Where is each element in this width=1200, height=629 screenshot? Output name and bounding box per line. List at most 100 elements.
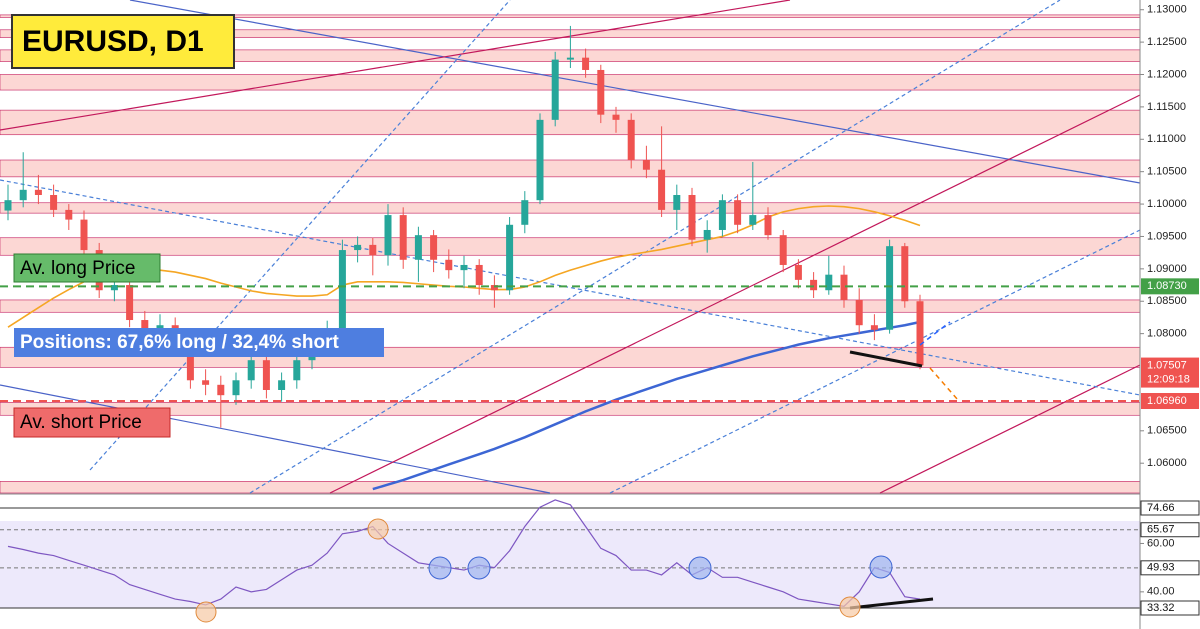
rsi-circle [839,596,861,618]
channel-line [329,94,1141,494]
candle-body [779,235,787,265]
moving-average [372,320,921,491]
candle-body [490,285,498,291]
chart-title: EURUSD, D1 [22,25,204,58]
trend-lines [0,0,1141,494]
y-tick-label: 40.00 [1147,586,1175,598]
zone [0,402,1141,416]
zone [0,481,1141,494]
annotation-box [14,328,384,357]
dashed-line [0,179,1141,396]
candle-body [247,360,255,381]
candle-body [460,264,468,271]
trend-line [0,384,551,494]
y-tick-label: 1.06500 [1147,425,1187,437]
drawings [195,321,959,623]
y-tick-label: 1.08000 [1147,328,1187,340]
candle-body [414,235,422,260]
zone [0,237,1141,256]
candle-body [612,114,620,120]
candle-body [232,380,240,396]
rsi-circle [367,518,389,540]
y-tick-label: 1.10500 [1147,166,1187,178]
candle-body [506,224,514,291]
candle-body [369,244,377,256]
level-label: 33.32 [1147,602,1175,614]
level-label: 65.67 [1147,524,1175,536]
annotation: Av. long Price [20,258,135,279]
candle-body [217,384,225,396]
candle-body [110,285,118,291]
zone [0,299,1141,313]
annotation: Positions: 67,6% long / 32,4% short [20,332,340,353]
rsi-band [0,521,1140,608]
y-tick-label: 1.06000 [1147,457,1187,469]
y-tick-label: 1.09500 [1147,230,1187,242]
candle-body [126,285,134,321]
rsi-line [7,499,921,607]
candle-body [673,194,681,210]
candle-body [627,119,635,161]
rsi-circle [195,601,217,623]
candle-body [475,264,483,286]
candle-body [354,244,362,251]
level-label-box [1140,560,1200,576]
y-tick-label: 1.11000 [1147,133,1186,145]
dashed-line [89,0,511,471]
candle-body [65,209,73,220]
candle-body [80,219,88,251]
candle-body [855,299,863,326]
rsi-circle [688,556,712,580]
candle-body [718,200,726,230]
candle-body [50,194,58,210]
candle-body [202,380,210,385]
y-tick-label: 1.13000 [1147,4,1187,16]
y-tick-label: 1.10000 [1147,198,1187,210]
projection-up [919,321,951,346]
zone [0,74,1141,91]
support-line [849,350,923,368]
candle-body [34,189,42,195]
candle-body [734,200,742,225]
y-tick-label: 1.12500 [1147,36,1187,48]
candle-body [399,215,407,260]
price-label-box [1141,393,1199,410]
y-tick-label: 1.12000 [1147,68,1187,80]
candle-body [186,340,194,381]
price-label: 1.07507 [1147,359,1187,371]
candle-body [794,264,802,280]
level-label-box [1140,600,1200,616]
candle-body [566,57,574,60]
rsi-divergence [849,597,934,610]
countdown: 12:09:18 [1147,373,1190,385]
annotation-box [13,253,161,283]
annotation: Av. short Price [20,412,142,433]
projection-down [929,367,959,401]
trend-line [129,0,1141,184]
candle-body [840,274,848,300]
y-tick-label: 60.00 [1147,537,1175,549]
candle-body [749,215,757,225]
candle-body [551,59,559,120]
annotation-box [13,407,171,438]
rsi-circle [467,556,491,580]
candle-body [886,246,894,330]
candle-body [688,194,696,240]
price-label: 1.06960 [1147,395,1187,407]
y-tick-label: 1.09000 [1147,263,1187,275]
rsi-circle [869,555,893,579]
candle-body [901,246,909,302]
price-label: 1.08730 [1147,280,1187,292]
candle-body [764,215,772,236]
y-tick-label: 1.11500 [1147,101,1186,113]
title-box [11,14,235,69]
candle-body [384,215,392,256]
candle-body [582,57,590,70]
candle-body [430,235,438,260]
dashed-line [609,229,1141,494]
candle-body [278,380,286,390]
candle-body [870,325,878,330]
candle-body [642,160,650,170]
candle-body [597,69,605,115]
